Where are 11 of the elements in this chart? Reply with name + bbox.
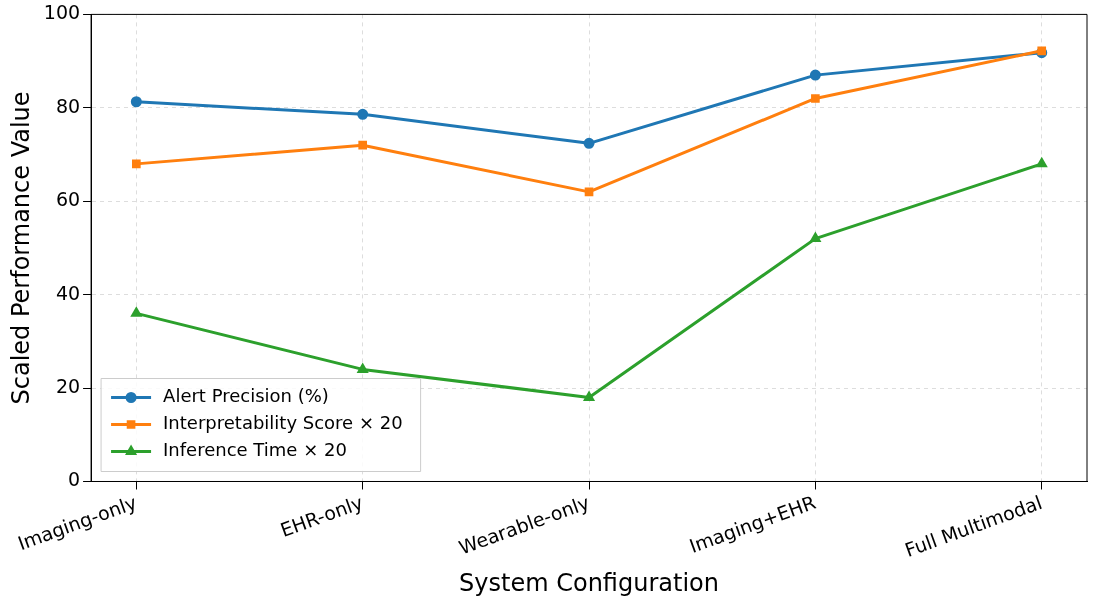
y-tick-label: 20	[55, 375, 81, 398]
legend-label: Inference Time × 20	[163, 439, 347, 461]
legend-label: Alert Precision (%)	[163, 385, 329, 407]
y-axis-title: Scaled Performance Value	[6, 91, 35, 405]
y-tick-label: 100	[43, 1, 81, 24]
y-tick-label: 0	[67, 468, 81, 491]
y-tick-label: 80	[55, 94, 81, 117]
x-axis-title: System Configuration	[459, 568, 719, 597]
y-tick-label: 60	[55, 188, 81, 211]
legend-label: Interpretability Score × 20	[163, 412, 403, 434]
y-tick-label: 40	[55, 281, 81, 304]
